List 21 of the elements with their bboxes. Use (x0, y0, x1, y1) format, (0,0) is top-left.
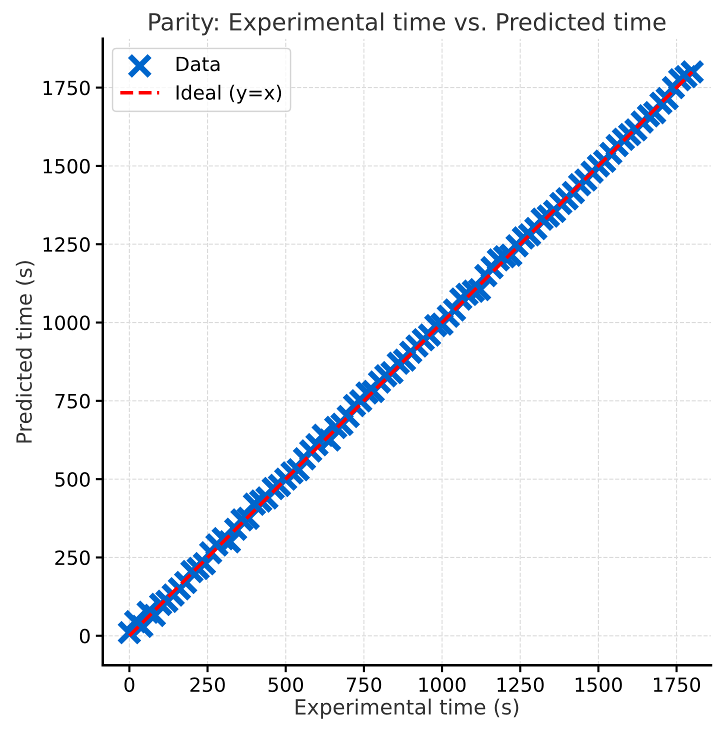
y-tick-label: 250 (55, 550, 90, 566)
x-tick-label: 1000 (419, 677, 466, 692)
x-tick-label: 500 (268, 677, 303, 692)
x-axis-title: Experimental time (s) (296, 698, 518, 719)
y-tick-label: 0 (80, 628, 90, 644)
x-tick-label: 1250 (498, 677, 544, 692)
y-tick-label: 1250 (44, 237, 90, 252)
y-tick-label: 1750 (44, 80, 90, 96)
y-axis-title: Predicted time (s) (16, 261, 34, 443)
legend-label: Data (176, 56, 220, 72)
y-tick-label: 1500 (44, 158, 90, 174)
y-tick-label: 750 (55, 394, 90, 409)
x-tick-label: 0 (124, 677, 134, 692)
x-tick-label: 1500 (576, 677, 622, 692)
x-tick-label: 750 (346, 677, 382, 692)
x-tick-label: 250 (190, 677, 225, 692)
y-tick-label: 1000 (44, 315, 90, 330)
legend-label: Ideal (y=x) (176, 84, 282, 104)
chart-title: Parity: Experimental time vs. Predicted time (149, 12, 666, 36)
x-tick-label: 1750 (654, 677, 700, 692)
y-tick-label: 500 (55, 472, 90, 487)
